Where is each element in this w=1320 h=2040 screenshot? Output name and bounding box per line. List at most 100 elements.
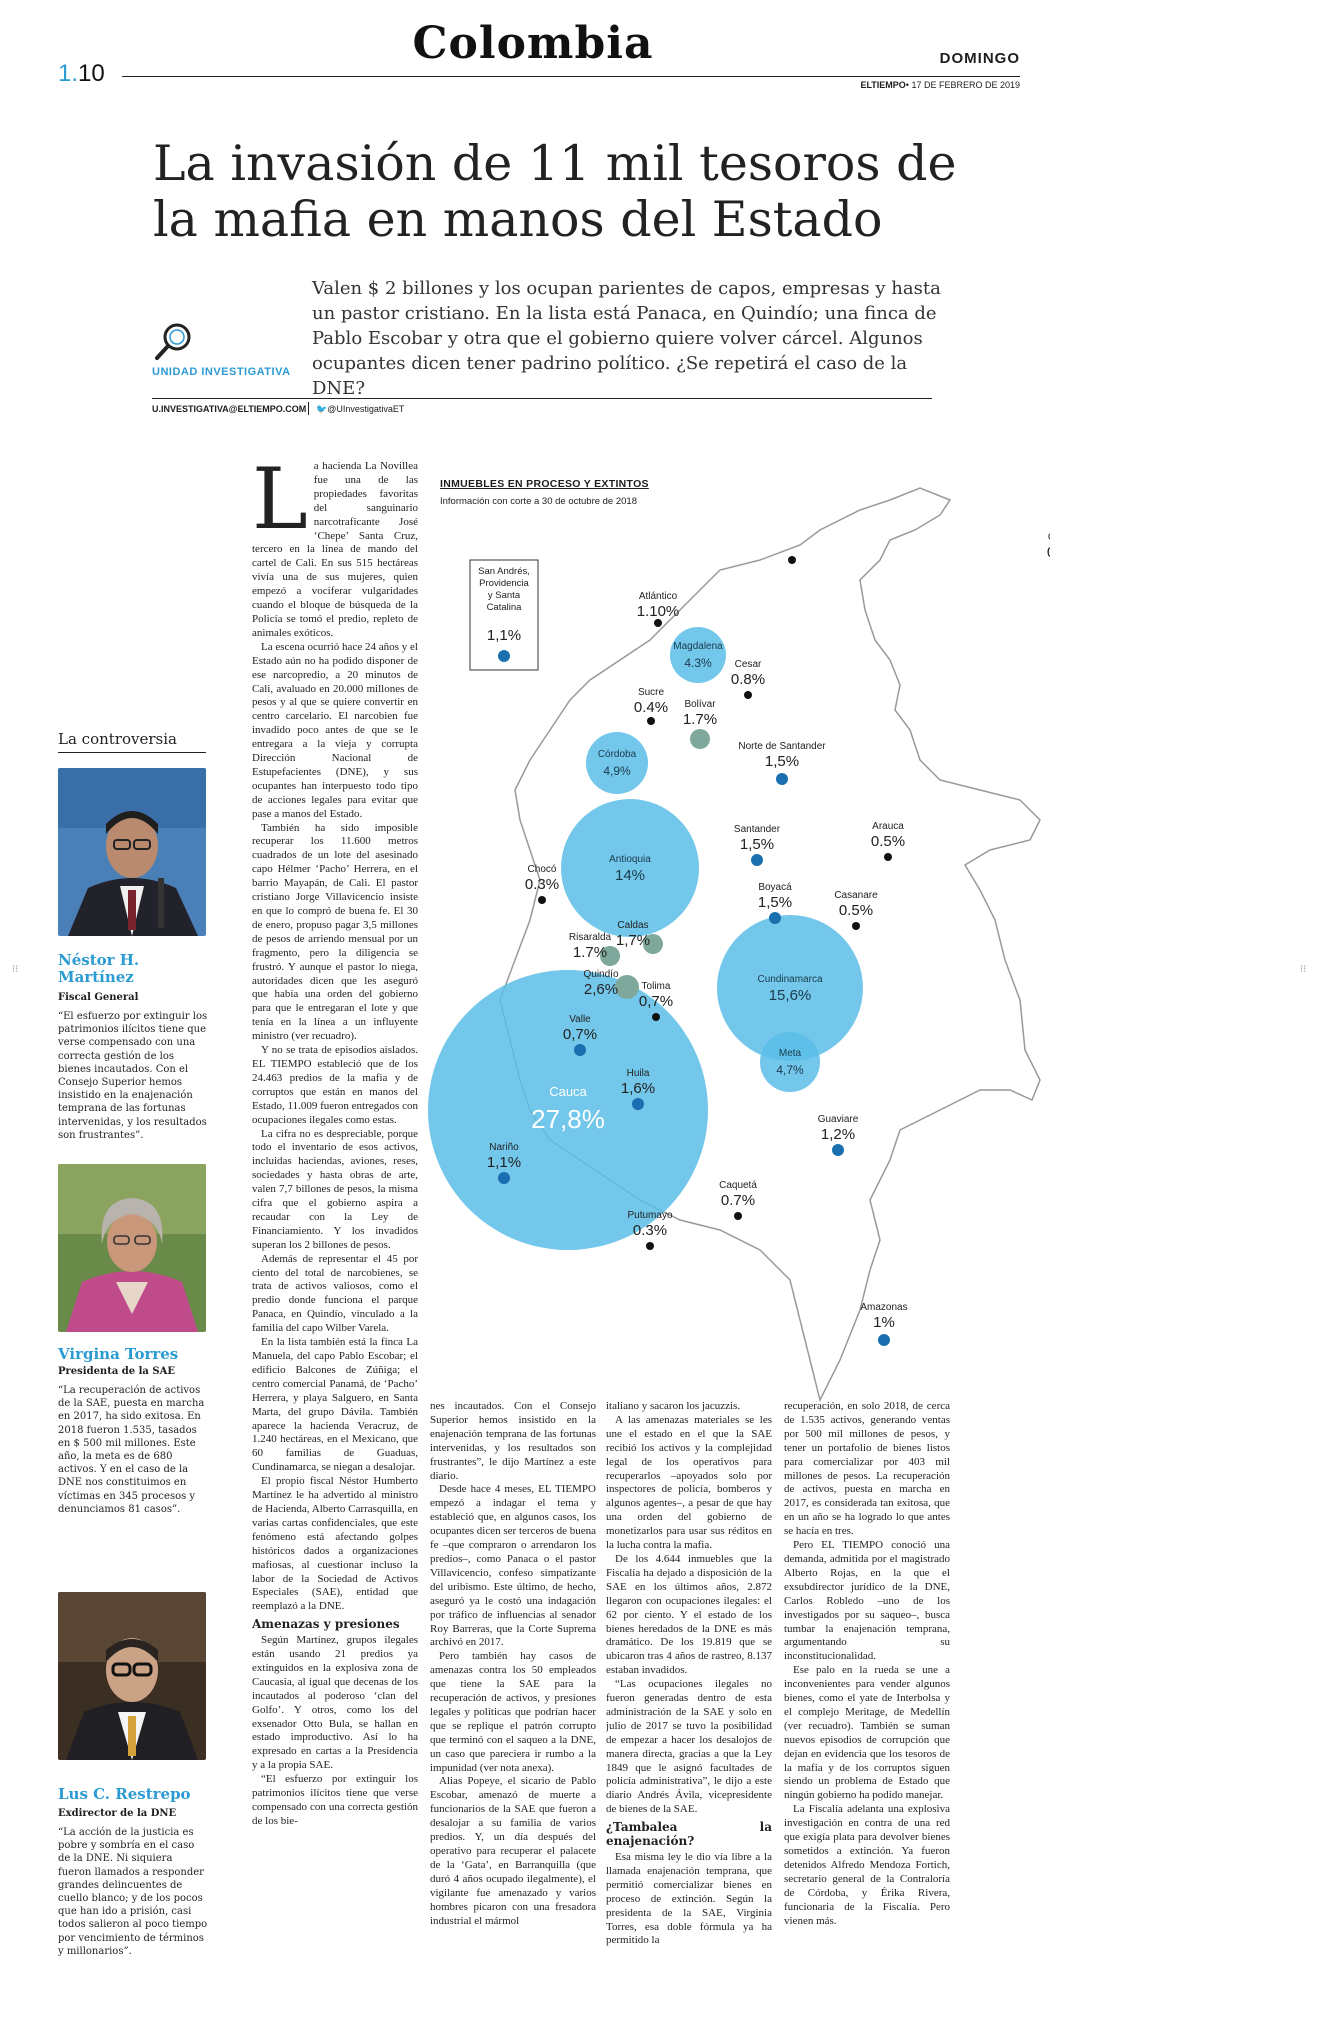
department-name: Nariño <box>489 1142 519 1153</box>
department-value: 15,6% <box>769 987 812 1004</box>
twitter-icon: 🐦 <box>316 404 328 414</box>
department-name: Valle <box>569 1014 591 1025</box>
bubble <box>561 799 699 937</box>
department-name: Atlántico <box>639 591 678 602</box>
department-name: Santander <box>734 824 781 835</box>
person-name: Virgina Torres <box>58 1345 179 1363</box>
department-name: Arauca <box>872 821 904 832</box>
byline-twitter[interactable]: 🐦@UInvestigativaET <box>316 404 404 415</box>
department-name: y Santa <box>488 590 521 601</box>
dot-marker <box>744 691 752 699</box>
bubble <box>586 732 648 794</box>
paragraph: La Fiscalía adelanta una explosiva inves… <box>784 1803 950 1927</box>
department-name: Risaralda <box>569 932 612 943</box>
department-name: San Andrés, <box>478 566 530 577</box>
department-value: 1,6% <box>621 1080 655 1097</box>
headline: La invasión de 11 mil tesoros de la mafi… <box>153 135 957 248</box>
department-name: Huila <box>627 1068 650 1079</box>
paragraph: recuperación, en solo 2018, de cerca de … <box>784 1400 950 1538</box>
dot-marker <box>769 912 781 924</box>
department-name: Putumayo <box>627 1210 672 1221</box>
department-name: Boyacá <box>758 882 792 893</box>
department-value: 1,1% <box>487 1154 521 1171</box>
paragraph: Y no se trata de episodios aislados. EL … <box>252 1044 418 1126</box>
paragraph: Desde hace 4 meses, EL TIEMPO empezó a i… <box>430 1483 596 1649</box>
bubble <box>717 915 863 1061</box>
chart-subtitle: Información con corte a 30 de octubre de… <box>440 496 637 507</box>
dot-marker <box>646 1242 654 1250</box>
department-value: 0.4% <box>634 699 668 716</box>
department-value: 1,5% <box>758 894 792 911</box>
paragraph: Según Martínez, grupos ilegales están us… <box>252 1634 418 1772</box>
person-quote: “El esfuerzo por extinguir los patrimoni… <box>58 1011 208 1141</box>
department-bubble-map: Magdalena 4.3% Córdoba 4,9% Antioquia 14% Cund… <box>428 487 1050 1403</box>
department-name: Quindío <box>583 969 618 980</box>
person-name: Lus C. Restrepo <box>58 1785 191 1803</box>
publication-date: ELTIEMPO• 17 DE FEBRERO DE 2019 <box>780 80 1020 90</box>
bubble <box>670 627 726 683</box>
person-quote: “La recuperación de activos de la SAE, p… <box>58 1385 205 1515</box>
date-text: • 17 DE FEBRERO DE 2019 <box>905 80 1020 90</box>
sidebar-title: La controversia <box>58 730 177 748</box>
map-marker: Magdalena 4.3% <box>670 627 726 683</box>
person-role: Exdirector de la DNE <box>58 1808 177 1819</box>
bubble <box>428 970 708 1250</box>
department-value: 0.5% <box>871 833 905 850</box>
department-name: Magdalena <box>673 641 723 652</box>
department-value: 14% <box>615 867 645 884</box>
newspaper-name: ELTIEMPO <box>860 80 906 90</box>
dot-marker <box>498 650 510 662</box>
department-name: Chocó <box>528 864 557 875</box>
department-name: Guaviare <box>818 1114 859 1125</box>
paragraph: Esa misma ley le dio vía libre a la llam… <box>606 1851 772 1947</box>
dot-marker <box>654 619 662 627</box>
person-name: Néstor H. Martínez <box>58 951 140 986</box>
portrait-photo <box>58 1592 206 1760</box>
paragraph: Además de representar el 45 por ciento d… <box>252 1252 418 1335</box>
page-number: 1.10 <box>58 60 105 88</box>
svg-text:⁝⁝: ⁝⁝ <box>12 964 18 975</box>
department-name: Casanare <box>834 890 878 901</box>
person-quote: “La acción de la justicia es pobre y som… <box>58 1827 208 1957</box>
portrait-photo <box>58 1164 206 1332</box>
department-value: 1.10% <box>637 603 680 620</box>
sidebar-rule <box>58 752 206 753</box>
department-value: 0.8% <box>731 671 765 688</box>
subhead: ¿Tambalea la enajenación? <box>606 1820 772 1849</box>
department-value: 0.3% <box>633 1222 667 1239</box>
department-name: Catalina <box>487 602 523 613</box>
department-value: 1.7% <box>683 711 717 728</box>
map-marker: Guajira0.3% <box>788 532 1050 564</box>
department-name: Sucre <box>638 687 665 698</box>
person-role: Fiscal General <box>58 992 139 1003</box>
dot-marker <box>574 1044 586 1056</box>
department-value: 4,9% <box>603 764 631 778</box>
byline-email[interactable]: U.INVESTIGATIVA@ELTIEMPO.COM <box>152 404 307 414</box>
dot-marker <box>643 934 663 954</box>
department-name: Guajira <box>1048 532 1050 543</box>
page-section: 1. <box>58 60 79 87</box>
dot-marker <box>878 1334 890 1346</box>
department-name: Bolívar <box>684 699 716 710</box>
day-name: DOMINGO <box>939 50 1020 67</box>
paragraph: nes incautados. Con el Consejo Superior … <box>430 1400 596 1482</box>
department-name: Tolima <box>642 981 671 992</box>
paragraph: italiano y sacaron los jacuzzis. <box>606 1400 741 1412</box>
dot-marker <box>600 946 620 966</box>
unit-label: UNIDAD INVESTIGATIVA <box>152 366 291 378</box>
dot-marker <box>690 729 710 749</box>
map-marker: Cundinamarca 15,6% <box>717 915 863 1061</box>
dot-marker <box>884 853 892 861</box>
paragraph: A las amenazas materiales se les une el … <box>606 1413 772 1552</box>
